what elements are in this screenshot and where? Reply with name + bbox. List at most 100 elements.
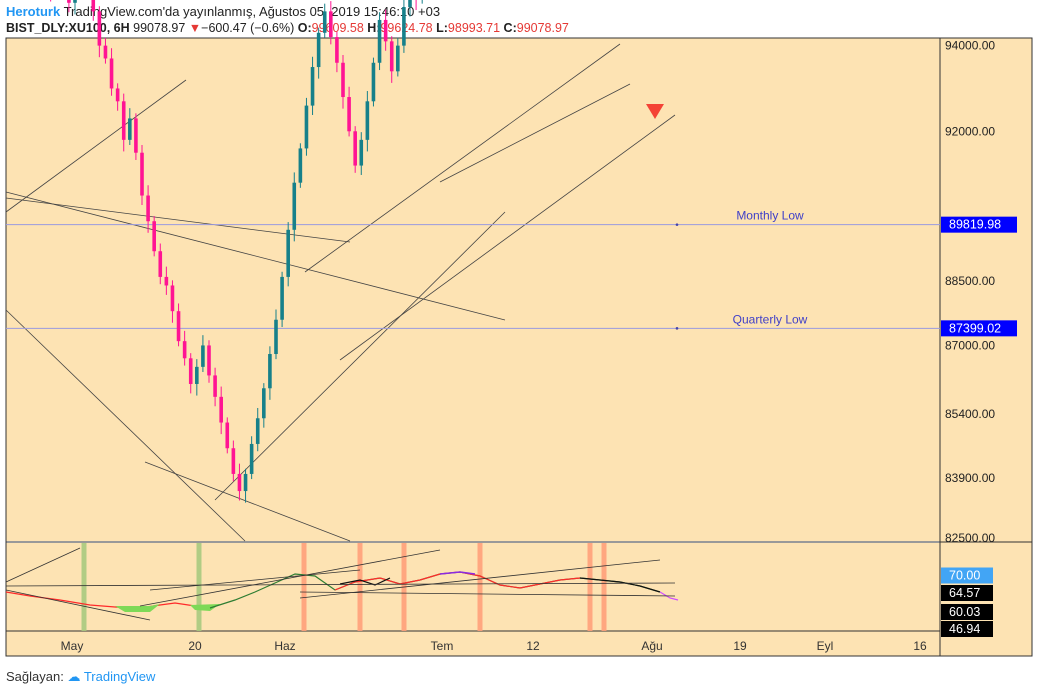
candle-body (225, 422, 230, 449)
candle[interactable] (389, 36, 394, 83)
candle[interactable] (146, 185, 150, 233)
candle-body (195, 366, 199, 384)
candle[interactable] (219, 386, 223, 435)
candle[interactable] (188, 353, 193, 394)
candle[interactable] (310, 56, 315, 116)
candle[interactable] (347, 86, 351, 137)
candle[interactable] (298, 143, 303, 188)
level-marker (675, 223, 679, 226)
oscillator-line-black (339, 577, 391, 586)
candle[interactable] (134, 113, 138, 160)
level-price-label-box (941, 216, 1017, 233)
candle[interactable] (176, 303, 181, 347)
candle[interactable] (383, 9, 388, 51)
oscillator-band (301, 543, 307, 631)
candle[interactable] (286, 222, 290, 287)
candle[interactable] (170, 280, 175, 323)
price-axis[interactable] (940, 38, 1032, 656)
price-tick-label: 83900.00 (945, 471, 995, 485)
candle[interactable] (329, 1, 333, 45)
candle[interactable] (109, 48, 114, 96)
chart-frame (5, 37, 1033, 657)
candle-body (329, 11, 333, 38)
candle-body (365, 101, 370, 140)
candle[interactable] (255, 407, 260, 452)
trend-line (339, 114, 676, 361)
time-axis[interactable] (6, 631, 940, 656)
price-tick-label: 85400.00 (945, 407, 995, 421)
candle[interactable] (67, 0, 71, 13)
candle[interactable] (225, 417, 230, 454)
author-name[interactable]: Heroturk (6, 4, 61, 19)
candle[interactable] (341, 55, 345, 109)
candle[interactable] (231, 440, 236, 482)
candle[interactable] (420, 0, 424, 4)
candle[interactable] (207, 340, 211, 383)
candle-body (347, 97, 351, 132)
candle[interactable] (128, 108, 132, 145)
candle[interactable] (280, 271, 284, 328)
candle[interactable] (73, 0, 77, 15)
level-price-label: 89819.98 (949, 218, 1001, 232)
provider-name[interactable]: TradingView (83, 669, 156, 684)
candle-body (219, 396, 223, 423)
sell-signal-icon[interactable] (646, 104, 664, 119)
candle[interactable] (316, 27, 321, 79)
price-tick-label: 94000.00 (945, 39, 995, 53)
candle[interactable] (152, 216, 156, 257)
candle[interactable] (201, 335, 205, 372)
candle-body (322, 11, 327, 33)
candle[interactable] (396, 37, 400, 77)
candle[interactable] (353, 126, 357, 173)
main-pane[interactable] (6, 38, 940, 541)
oscillator-pane[interactable] (6, 543, 940, 631)
candle[interactable] (158, 243, 163, 285)
trend-line (144, 461, 351, 542)
candle[interactable] (408, 0, 412, 17)
candle[interactable] (402, 0, 406, 53)
oscillator-tick-label: 64.57 (949, 586, 980, 600)
candle[interactable] (304, 97, 309, 156)
candle[interactable] (365, 91, 370, 152)
candle[interactable] (164, 266, 169, 295)
candle[interactable] (182, 330, 187, 366)
candle[interactable] (213, 367, 217, 407)
candle[interactable] (195, 359, 199, 396)
candle-body (402, 7, 406, 46)
candle[interactable] (335, 31, 339, 73)
oscillator-tick-label: 46.94 (949, 622, 980, 636)
level-marker (675, 327, 679, 330)
candle[interactable] (140, 144, 144, 205)
candle-body (353, 131, 357, 166)
candle[interactable] (359, 132, 364, 175)
high-label: H: (367, 21, 381, 35)
tradingview-logo-icon[interactable]: ☁ (67, 669, 81, 684)
candle[interactable] (49, 0, 53, 2)
candle[interactable] (97, 6, 102, 58)
candle[interactable] (262, 383, 266, 428)
candle[interactable] (115, 83, 120, 111)
oscillator-band (601, 543, 607, 631)
candle[interactable] (249, 436, 254, 480)
candle[interactable] (371, 57, 376, 107)
candle[interactable] (322, 3, 327, 38)
candle[interactable] (377, 12, 382, 71)
candle-body (97, 11, 102, 46)
candle[interactable] (243, 468, 248, 503)
candle[interactable] (91, 0, 96, 21)
candle-body (158, 251, 163, 277)
candle-body (164, 276, 169, 286)
oscillator-trend-line (299, 591, 676, 597)
candle[interactable] (292, 172, 297, 242)
oscillator-tick-label: 60.03 (949, 605, 980, 619)
trend-line (439, 83, 631, 183)
candle[interactable] (274, 309, 278, 360)
candle[interactable] (237, 463, 242, 501)
candle[interactable] (414, 0, 418, 11)
candle[interactable] (268, 346, 272, 400)
osc-label-box (941, 621, 993, 637)
candle[interactable] (121, 93, 126, 152)
candle[interactable] (103, 37, 108, 64)
candle-body (335, 37, 339, 63)
